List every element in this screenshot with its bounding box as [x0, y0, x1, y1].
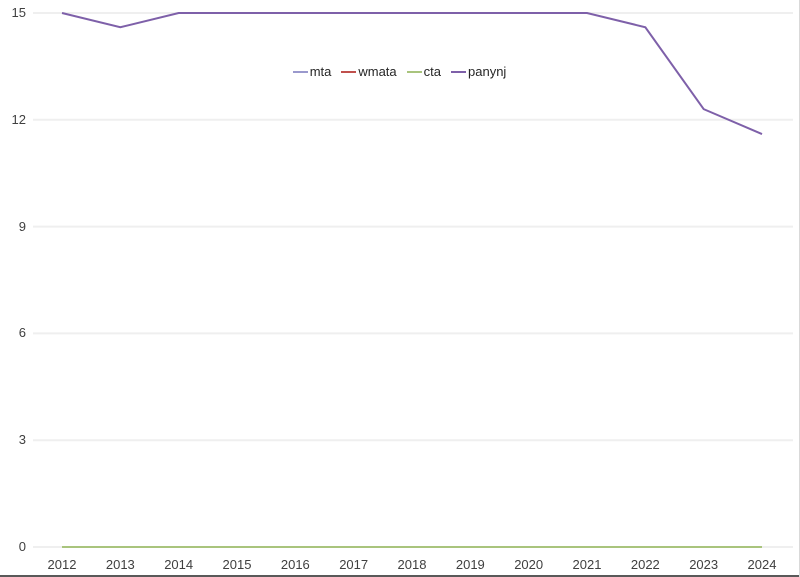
legend-swatch-mta	[292, 70, 308, 73]
y-tick-label-0: 0	[18, 539, 26, 554]
x-tick-label-2014: 2014	[164, 557, 194, 572]
y-tick-label-6: 6	[18, 325, 26, 341]
legend-label-wmata: wmata	[358, 64, 397, 79]
legend-item-mta: mta	[292, 64, 332, 79]
y-tick-label-3: 3	[18, 432, 26, 448]
y-tick-label-9: 9	[18, 218, 26, 234]
x-tick-label-2022: 2022	[630, 557, 660, 572]
legend-swatch-cta	[406, 70, 422, 73]
y-tick-label-12: 12	[11, 111, 26, 127]
legend: mta wmata cta panynj	[0, 64, 799, 79]
legend-item-wmata: wmata	[341, 64, 397, 79]
x-tick-label-2021: 2021	[572, 557, 602, 572]
legend-item-cta: cta	[406, 64, 441, 79]
series-line-panynj	[61, 12, 763, 135]
chart-bottom-border	[0, 575, 799, 577]
legend-label-mta: mta	[309, 64, 332, 79]
legend-item-panynj: panynj	[451, 64, 506, 79]
legend-swatch-wmata	[341, 70, 357, 73]
x-tick-label-2016: 2016	[280, 557, 310, 572]
x-tick-label-2015: 2015	[222, 557, 252, 572]
legend-swatch-panynj	[451, 70, 466, 73]
x-tick-label-2012: 2012	[47, 557, 77, 572]
x-tick-label-2017: 2017	[339, 557, 369, 572]
x-tick-label-2018: 2018	[397, 557, 427, 572]
x-tick-label-2013: 2013	[105, 557, 135, 572]
legend-label-cta: cta	[423, 64, 441, 79]
x-tick-label-2019: 2019	[455, 557, 485, 572]
x-tick-label-2024: 2024	[747, 557, 777, 572]
x-tick-label-2020: 2020	[514, 557, 544, 572]
legend-label-panynj: panynj	[468, 64, 507, 79]
y-tick-label-15: 15	[11, 5, 26, 20]
x-tick-label-2023: 2023	[689, 557, 719, 572]
